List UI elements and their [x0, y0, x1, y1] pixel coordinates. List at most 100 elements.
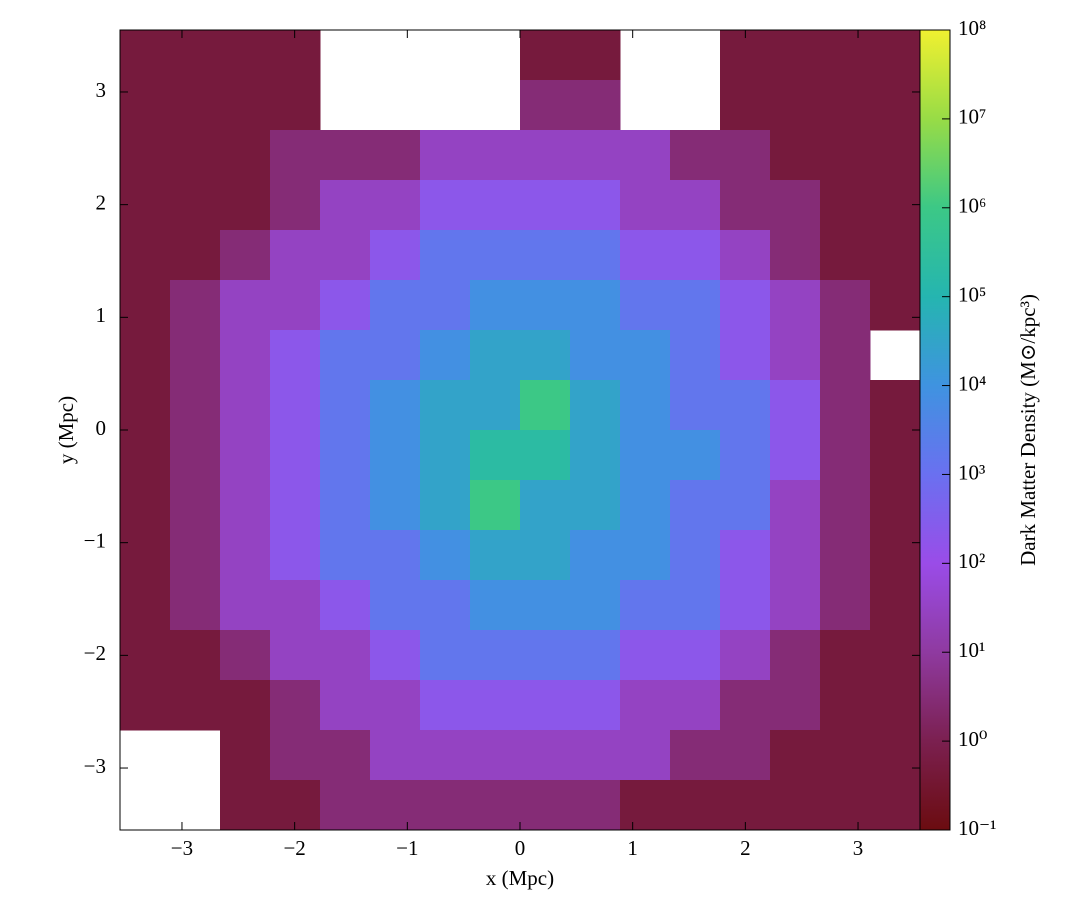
heatmap-cell	[670, 630, 721, 681]
colorbar-tick-label: 10²	[958, 549, 985, 573]
colorbar-tick-label: 10⁻¹	[958, 816, 996, 840]
heatmap-cell	[820, 480, 871, 531]
heatmap-cell	[120, 680, 171, 731]
heatmap-cell	[370, 480, 421, 531]
heatmap-cell	[520, 530, 571, 581]
heatmap-cell	[270, 530, 321, 581]
heatmap-cell	[270, 180, 321, 231]
heatmap-cell	[320, 780, 371, 831]
heatmap-cell	[270, 230, 321, 281]
heatmap-cell	[370, 230, 421, 281]
y-tick-label: 3	[96, 78, 107, 102]
heatmap-cell	[670, 330, 721, 381]
heatmap-cell	[670, 180, 721, 231]
heatmap-cell	[370, 380, 421, 431]
heatmap-cell	[520, 380, 571, 431]
heatmap-cell	[820, 380, 871, 431]
heatmap-cell	[720, 380, 771, 431]
heatmap-cell	[170, 380, 221, 431]
heatmap-cell	[620, 230, 671, 281]
heatmap-cell	[370, 530, 421, 581]
colorbar-tick-label: 10⁷	[958, 105, 986, 129]
heatmap-cell	[670, 530, 721, 581]
heatmap-cell	[420, 180, 471, 231]
heatmap-cell	[620, 430, 671, 481]
heatmap-cell	[270, 430, 321, 481]
heatmap-cell	[720, 530, 771, 581]
heatmap-cell	[320, 480, 371, 531]
heatmap-cell	[120, 30, 171, 81]
y-tick-label: 2	[96, 190, 107, 214]
heatmap-cell	[670, 580, 721, 631]
heatmap-cell	[120, 430, 171, 481]
heatmap-cell	[770, 180, 821, 231]
heatmap-cell	[720, 180, 771, 231]
x-axis-label: x (Mpc)	[486, 866, 554, 890]
heatmap-cell	[820, 180, 871, 231]
heatmap-cell	[270, 480, 321, 531]
heatmap-cell	[520, 580, 571, 631]
heatmap-cell	[820, 680, 871, 731]
heatmap-cell	[870, 730, 921, 781]
heatmap-cell	[220, 430, 271, 481]
heatmap-cell	[720, 580, 771, 631]
heatmap-cell	[520, 430, 571, 481]
heatmap-cell	[220, 130, 271, 181]
colorbar-label: Dark Matter Density (M⊙/kpc³)	[1016, 294, 1040, 566]
heatmap-cell	[820, 780, 871, 831]
heatmap-cell	[870, 30, 921, 81]
heatmap-cell	[120, 180, 171, 231]
heatmap-cell	[720, 130, 771, 181]
heatmap-cell	[220, 180, 271, 231]
heatmap-cell	[770, 530, 821, 581]
heatmap-cell	[120, 480, 171, 531]
heatmap-cell	[370, 730, 421, 781]
heatmap-cell	[120, 130, 171, 181]
heatmap-cell	[720, 730, 771, 781]
heatmap-cell	[470, 130, 521, 181]
heatmap-cell	[370, 680, 421, 731]
heatmap-cell	[570, 480, 621, 531]
heatmap-cell	[170, 480, 221, 531]
heatmap-cell	[120, 330, 171, 381]
colorbar-tick-label: 10¹	[958, 638, 985, 662]
heatmap-cell	[370, 130, 421, 181]
heatmap-cell	[470, 730, 521, 781]
heatmap-cell	[570, 580, 621, 631]
heatmap-cell	[870, 580, 921, 631]
heatmap-cell	[570, 680, 621, 731]
heatmap-cell	[470, 180, 521, 231]
heatmap-cell	[320, 730, 371, 781]
heatmap-cell	[570, 130, 621, 181]
heatmap-cell	[270, 280, 321, 331]
heatmap-cell	[170, 130, 221, 181]
heatmap-cell	[670, 280, 721, 331]
heatmap-cell	[770, 480, 821, 531]
heatmap-cell	[620, 530, 671, 581]
heatmap-cell	[370, 280, 421, 331]
heatmap-cell	[370, 430, 421, 481]
heatmap-cell	[770, 80, 821, 131]
heatmap-cell	[570, 80, 621, 131]
heatmap-cell	[670, 380, 721, 431]
heatmap-cell	[220, 680, 271, 731]
heatmap-cell	[470, 780, 521, 831]
heatmap-cell	[470, 380, 521, 431]
heatmap-cell	[220, 580, 271, 631]
heatmap-cell	[870, 230, 921, 281]
heatmap-cell	[520, 780, 571, 831]
heatmap-cell	[470, 430, 521, 481]
heatmap-cell	[220, 630, 271, 681]
heatmap-cell	[320, 580, 371, 631]
heatmap-cell	[420, 480, 471, 531]
heatmap-cell	[720, 330, 771, 381]
heatmap-cell	[720, 430, 771, 481]
heatmap-cell	[870, 80, 921, 131]
heatmap-cell	[520, 280, 571, 331]
heatmap-cell	[570, 330, 621, 381]
heatmap-cell	[170, 630, 221, 681]
heatmap-cell	[220, 330, 271, 381]
heatmap-cell	[820, 730, 871, 781]
heatmap-cell	[120, 80, 171, 131]
